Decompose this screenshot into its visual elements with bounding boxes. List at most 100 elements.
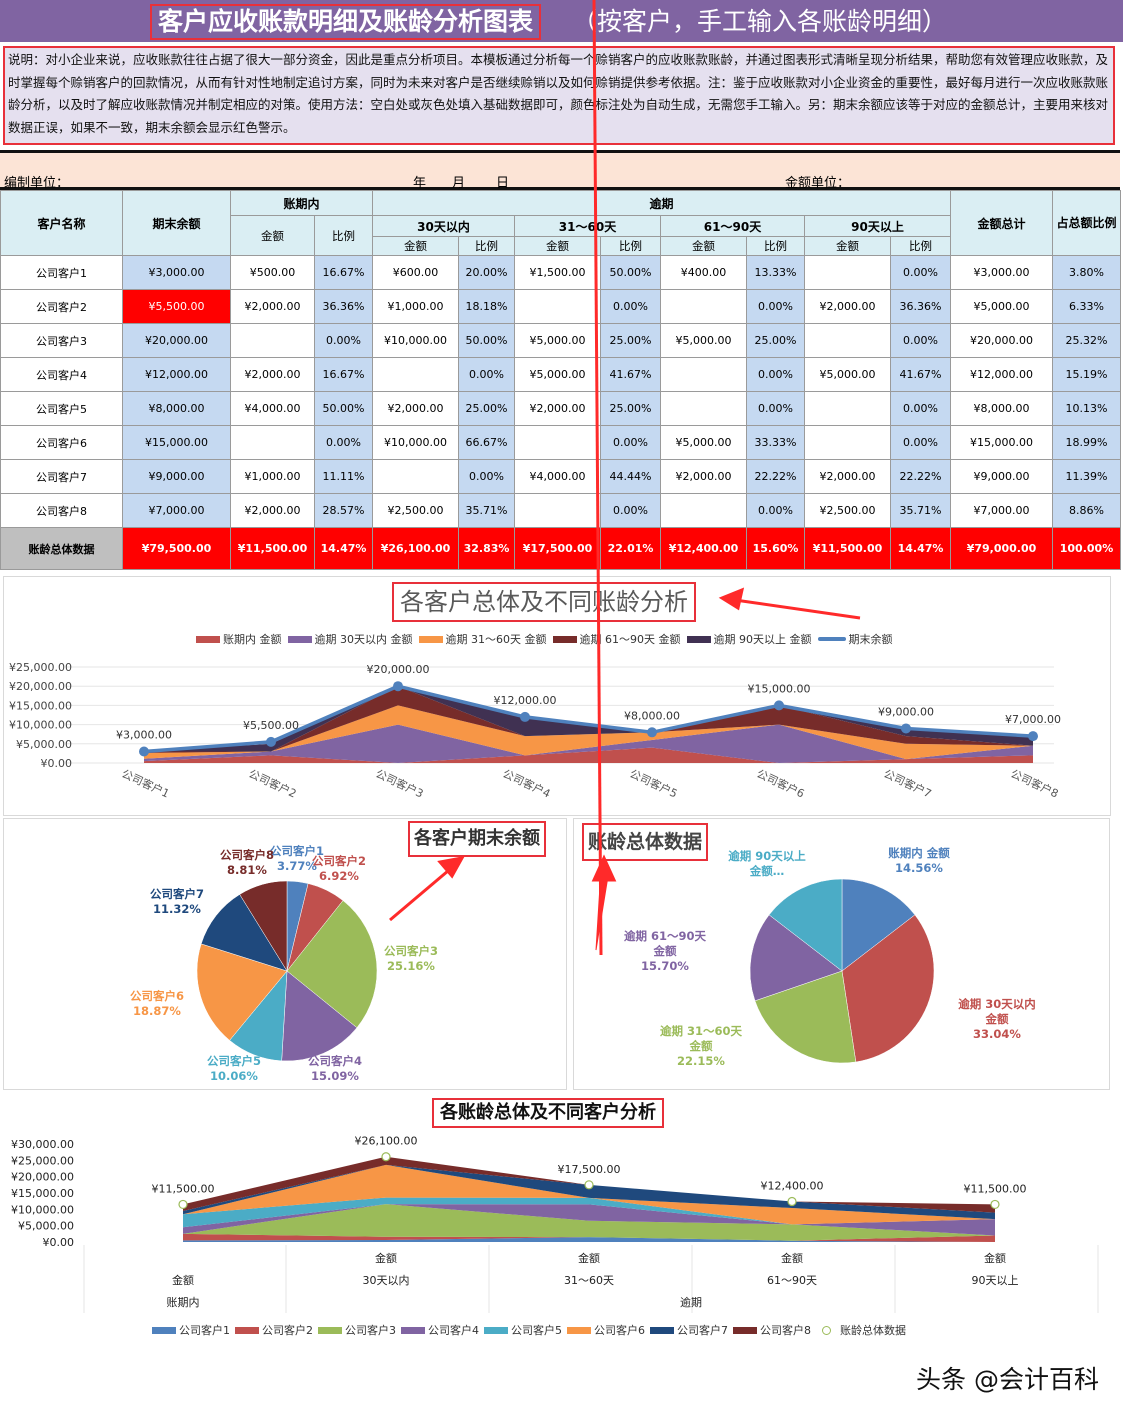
cell-p60[interactable]: 0.00%	[600, 493, 661, 528]
cell-balance[interactable]: ¥8,000.00	[122, 391, 231, 426]
cell-a90[interactable]	[660, 493, 747, 528]
cell-p60[interactable]: 50.00%	[600, 255, 661, 290]
cell-share[interactable]: 18.99%	[1052, 425, 1121, 460]
cell-in_pct[interactable]: 0.00%	[314, 323, 373, 358]
cell-a90p[interactable]: ¥5,000.00	[804, 357, 891, 392]
cell-name[interactable]: 公司客户4	[0, 357, 123, 392]
cell-a60[interactable]: ¥4,000.00	[514, 459, 601, 494]
cell-in_amt[interactable]	[230, 323, 315, 358]
cell-p90p[interactable]: 36.36%	[890, 289, 951, 324]
cell-share[interactable]: 25.32%	[1052, 323, 1121, 358]
cell-a30[interactable]	[372, 357, 459, 392]
cell-p90p[interactable]: 0.00%	[890, 425, 951, 460]
cell-a90p[interactable]	[804, 425, 891, 460]
cell-p90[interactable]: 25.00%	[746, 323, 805, 358]
cell-name[interactable]: 公司客户3	[0, 323, 123, 358]
cell-p30[interactable]: 50.00%	[458, 323, 515, 358]
cell-a30[interactable]: ¥600.00	[372, 255, 459, 290]
cell-p30[interactable]: 18.18%	[458, 289, 515, 324]
cell-a90p[interactable]: ¥2,000.00	[804, 289, 891, 324]
cell-in_pct[interactable]: 0.00%	[314, 425, 373, 460]
cell-name[interactable]: 公司客户5	[0, 391, 123, 426]
cell-a60[interactable]	[514, 289, 601, 324]
cell-p30[interactable]: 66.67%	[458, 425, 515, 460]
cell-share[interactable]: 15.19%	[1052, 357, 1121, 392]
cell-p30[interactable]: 20.00%	[458, 255, 515, 290]
cell-share[interactable]: 3.80%	[1052, 255, 1121, 290]
cell-balance[interactable]: ¥3,000.00	[122, 255, 231, 290]
cell-a90[interactable]	[660, 391, 747, 426]
cell-p90[interactable]: 22.22%	[746, 459, 805, 494]
cell-balance[interactable]: ¥5,500.00	[122, 289, 231, 324]
cell-p90[interactable]: 13.33%	[746, 255, 805, 290]
cell-a30[interactable]: ¥2,000.00	[372, 391, 459, 426]
cell-total[interactable]: ¥7,000.00	[950, 493, 1053, 528]
cell-a90p[interactable]	[804, 255, 891, 290]
cell-share[interactable]: 10.13%	[1052, 391, 1121, 426]
cell-p90[interactable]: 0.00%	[746, 391, 805, 426]
cell-share[interactable]: 6.33%	[1052, 289, 1121, 324]
cell-total[interactable]: ¥3,000.00	[950, 255, 1053, 290]
cell-share[interactable]: 8.86%	[1052, 493, 1121, 528]
cell-total[interactable]: ¥12,000.00	[950, 357, 1053, 392]
cell-name[interactable]: 公司客户6	[0, 425, 123, 460]
cell-a90[interactable]: ¥5,000.00	[660, 323, 747, 358]
cell-p60[interactable]: 25.00%	[600, 391, 661, 426]
cell-in_amt[interactable]: ¥2,000.00	[230, 357, 315, 392]
cell-a90p[interactable]	[804, 323, 891, 358]
cell-a60[interactable]: ¥5,000.00	[514, 357, 601, 392]
cell-in_amt[interactable]: ¥2,000.00	[230, 289, 315, 324]
cell-in_pct[interactable]: 11.11%	[314, 459, 373, 494]
cell-share[interactable]: 11.39%	[1052, 459, 1121, 494]
cell-in_amt[interactable]: ¥4,000.00	[230, 391, 315, 426]
cell-p90[interactable]: 0.00%	[746, 289, 805, 324]
cell-in_amt[interactable]	[230, 425, 315, 460]
cell-p90p[interactable]: 41.67%	[890, 357, 951, 392]
cell-a30[interactable]: ¥1,000.00	[372, 289, 459, 324]
cell-p30[interactable]: 0.00%	[458, 459, 515, 494]
cell-p90p[interactable]: 35.71%	[890, 493, 951, 528]
cell-total[interactable]: ¥8,000.00	[950, 391, 1053, 426]
cell-balance[interactable]: ¥7,000.00	[122, 493, 231, 528]
cell-in_pct[interactable]: 36.36%	[314, 289, 373, 324]
cell-a90[interactable]	[660, 357, 747, 392]
cell-p30[interactable]: 0.00%	[458, 357, 515, 392]
cell-a90p[interactable]: ¥2,500.00	[804, 493, 891, 528]
cell-p30[interactable]: 25.00%	[458, 391, 515, 426]
cell-a30[interactable]: ¥2,500.00	[372, 493, 459, 528]
cell-a90[interactable]	[660, 289, 747, 324]
cell-p60[interactable]: 0.00%	[600, 289, 661, 324]
cell-total[interactable]: ¥5,000.00	[950, 289, 1053, 324]
cell-a60[interactable]: ¥1,500.00	[514, 255, 601, 290]
cell-p90p[interactable]: 22.22%	[890, 459, 951, 494]
cell-p60[interactable]: 41.67%	[600, 357, 661, 392]
cell-in_amt[interactable]: ¥500.00	[230, 255, 315, 290]
cell-name[interactable]: 公司客户2	[0, 289, 123, 324]
cell-balance[interactable]: ¥15,000.00	[122, 425, 231, 460]
cell-p90[interactable]: 0.00%	[746, 493, 805, 528]
cell-name[interactable]: 公司客户7	[0, 459, 123, 494]
cell-balance[interactable]: ¥20,000.00	[122, 323, 231, 358]
cell-a60[interactable]: ¥5,000.00	[514, 323, 601, 358]
cell-name[interactable]: 公司客户8	[0, 493, 123, 528]
cell-a30[interactable]: ¥10,000.00	[372, 425, 459, 460]
cell-a60[interactable]	[514, 493, 601, 528]
cell-p90p[interactable]: 0.00%	[890, 323, 951, 358]
cell-in_amt[interactable]: ¥1,000.00	[230, 459, 315, 494]
cell-total[interactable]: ¥9,000.00	[950, 459, 1053, 494]
cell-a30[interactable]: ¥10,000.00	[372, 323, 459, 358]
cell-p60[interactable]: 0.00%	[600, 425, 661, 460]
cell-a90[interactable]: ¥5,000.00	[660, 425, 747, 460]
cell-in_amt[interactable]: ¥2,000.00	[230, 493, 315, 528]
cell-p90p[interactable]: 0.00%	[890, 391, 951, 426]
cell-a30[interactable]	[372, 459, 459, 494]
cell-a90p[interactable]	[804, 391, 891, 426]
cell-a60[interactable]	[514, 425, 601, 460]
cell-a90[interactable]: ¥400.00	[660, 255, 747, 290]
cell-in_pct[interactable]: 16.67%	[314, 255, 373, 290]
cell-p60[interactable]: 25.00%	[600, 323, 661, 358]
cell-a60[interactable]: ¥2,000.00	[514, 391, 601, 426]
cell-a90[interactable]: ¥2,000.00	[660, 459, 747, 494]
cell-name[interactable]: 公司客户1	[0, 255, 123, 290]
cell-in_pct[interactable]: 50.00%	[314, 391, 373, 426]
